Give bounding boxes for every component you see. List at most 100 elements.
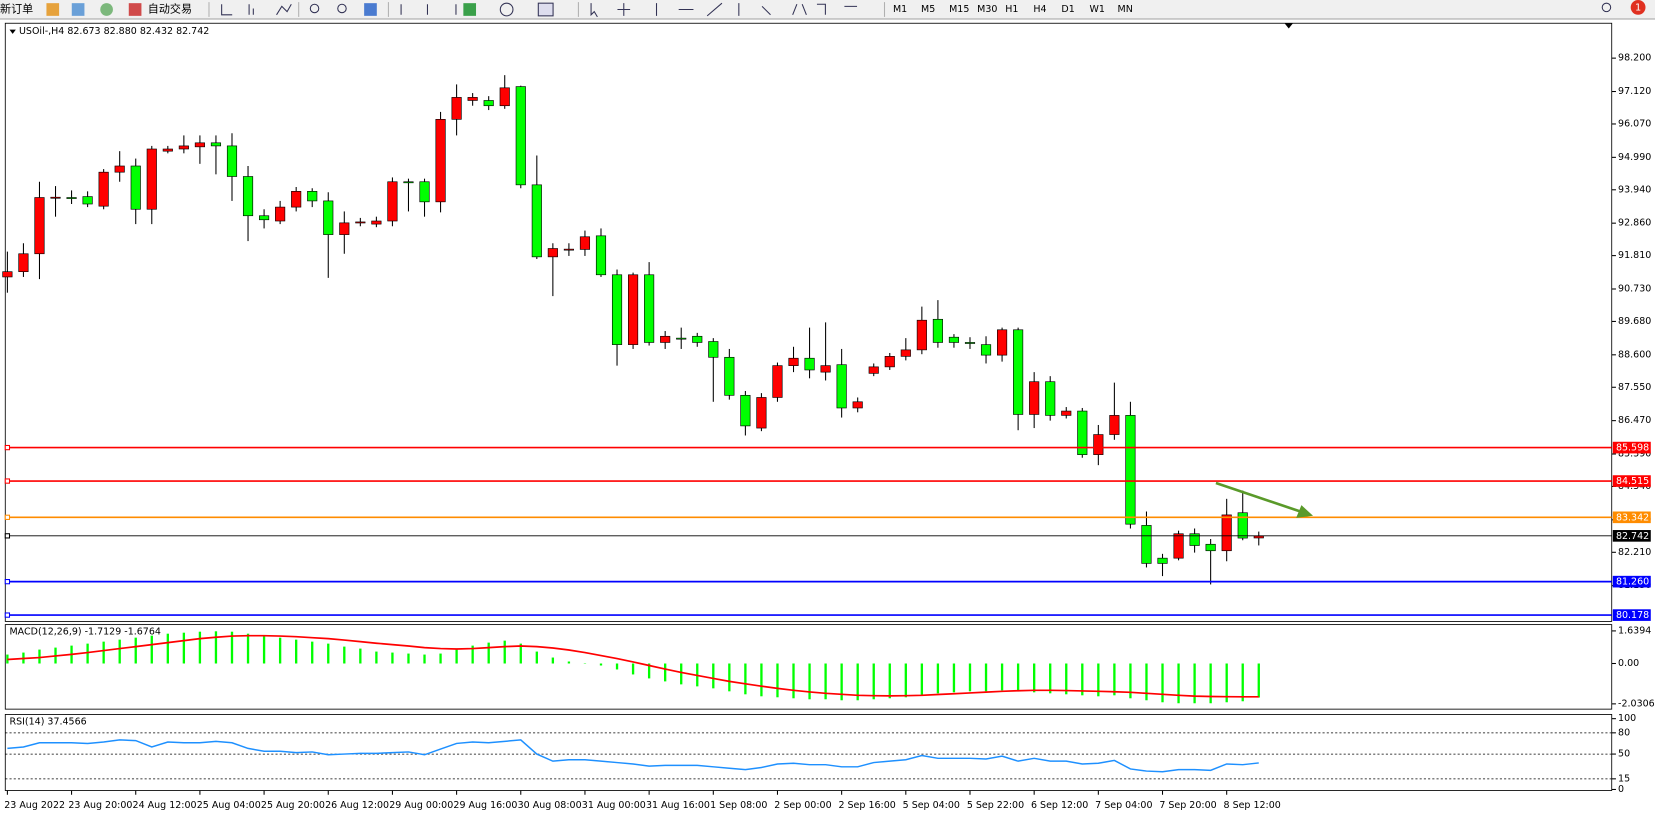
y-tick-label: 1.6394 xyxy=(1618,625,1651,636)
candle-body xyxy=(162,148,173,152)
candle-body xyxy=(259,215,270,221)
y-tick-label: 86.470 xyxy=(1618,415,1651,426)
candle-body xyxy=(483,100,494,107)
timeframe-button[interactable]: M15 xyxy=(949,4,969,15)
candle-body xyxy=(403,181,414,184)
y-tick-label: 88.600 xyxy=(1618,349,1651,360)
candle-body xyxy=(66,197,77,199)
level-handle[interactable] xyxy=(4,478,11,484)
candle-body xyxy=(611,274,623,345)
y-tick-label: 85.390 xyxy=(1618,449,1651,460)
level-label-bg xyxy=(1612,530,1651,542)
y-tick-label: 50 xyxy=(1618,749,1630,760)
timeframe-button[interactable]: H4 xyxy=(1033,4,1046,15)
icon[interactable] xyxy=(499,2,514,17)
x-tick-label: 2 Sep 16:00 xyxy=(838,800,895,811)
toolbar: 1 新订单 自动交易 M1 M5 M15 M30 H1 H4 D1 W1 MN xyxy=(0,0,1655,20)
candle-body xyxy=(50,196,61,199)
level-label: 83.342 xyxy=(1616,512,1649,523)
x-tick-label: 29 Aug 16:00 xyxy=(453,800,517,811)
candle-body xyxy=(852,401,863,409)
candle-body xyxy=(900,349,911,357)
candle-body xyxy=(644,274,655,343)
level-handle[interactable] xyxy=(4,514,11,520)
notification-count: 1 xyxy=(1635,2,1641,13)
y-tick-label: 94.990 xyxy=(1618,152,1651,163)
y-tick-label: 92.860 xyxy=(1618,218,1651,229)
y-tick-label: -2.0306 xyxy=(1618,698,1655,709)
timeframe-button[interactable]: MN xyxy=(1118,4,1133,15)
y-tick-label: 89.680 xyxy=(1618,316,1651,327)
timeframe-button[interactable]: M30 xyxy=(977,4,997,15)
y-tick-label: 15 xyxy=(1618,773,1630,784)
x-tick-label: 25 Aug 20:00 xyxy=(261,800,325,811)
notification-badge[interactable] xyxy=(1630,0,1646,15)
candle-body xyxy=(836,364,847,409)
level-handle[interactable] xyxy=(4,612,11,618)
x-tick-label: 5 Sep 04:00 xyxy=(903,800,960,811)
candle-body xyxy=(114,165,125,173)
rsi-line xyxy=(7,739,1259,773)
x-tick-label: 31 Aug 16:00 xyxy=(646,800,710,811)
icon[interactable] xyxy=(46,3,60,16)
timeframe-button[interactable]: W1 xyxy=(1089,4,1104,15)
level-label: 85.598 xyxy=(1616,443,1649,454)
candle-body xyxy=(708,341,719,358)
icon[interactable] xyxy=(337,3,347,14)
candle-body xyxy=(1125,415,1136,525)
candle-body xyxy=(18,253,29,273)
y-tick-label: 80 xyxy=(1618,727,1630,738)
timeframe-button[interactable]: D1 xyxy=(1061,4,1074,15)
candle-body xyxy=(595,235,607,276)
search-icon[interactable] xyxy=(1601,2,1612,13)
x-tick-label: 5 Sep 22:00 xyxy=(967,800,1024,811)
candle-body xyxy=(740,394,751,427)
icon[interactable] xyxy=(537,2,554,17)
timeframe-button[interactable]: M1 xyxy=(893,4,907,15)
level-handle[interactable] xyxy=(4,444,11,451)
candle-body xyxy=(1093,434,1104,455)
level-handle[interactable] xyxy=(4,579,11,585)
x-tick-label: 23 Aug 2022 xyxy=(4,800,65,811)
candle-body xyxy=(371,220,382,225)
x-tick-label: 29 Aug 00:00 xyxy=(389,800,453,811)
candle-body xyxy=(756,397,767,429)
icon[interactable] xyxy=(364,3,377,16)
icon[interactable] xyxy=(128,3,142,16)
candle-body xyxy=(339,222,350,235)
icon[interactable] xyxy=(463,3,477,16)
timeframe-button[interactable]: H1 xyxy=(1005,4,1018,15)
icon[interactable] xyxy=(590,2,858,18)
candle-body xyxy=(515,86,526,186)
toolbar-button[interactable]: 自动交易 xyxy=(148,2,192,16)
candle-body xyxy=(692,335,703,343)
x-tick-label: 26 Aug 12:00 xyxy=(325,800,389,811)
candle-body xyxy=(531,184,542,258)
toolbar-button[interactable]: 新订单 xyxy=(0,2,33,16)
y-tick-label: 91.810 xyxy=(1618,250,1651,261)
macd-panel xyxy=(4,624,1613,710)
shift-marker[interactable] xyxy=(1284,23,1293,29)
candle-body xyxy=(964,342,976,344)
candle-body xyxy=(1029,381,1040,415)
icon[interactable] xyxy=(71,3,85,16)
icon[interactable] xyxy=(309,3,320,14)
timeframe-button[interactable]: M5 xyxy=(921,4,935,15)
level-handle[interactable] xyxy=(4,533,11,539)
x-tick-label: 25 Aug 04:00 xyxy=(197,800,261,811)
candle-body xyxy=(1109,415,1120,435)
y-tick-label: 98.200 xyxy=(1618,53,1651,64)
arrow-shaft xyxy=(1215,481,1301,513)
icon[interactable] xyxy=(400,4,457,15)
icon[interactable] xyxy=(221,3,292,16)
candle-body xyxy=(1189,533,1200,546)
icon[interactable] xyxy=(100,3,113,16)
candle-body xyxy=(1221,514,1232,552)
candle-body xyxy=(820,365,831,373)
candle-body xyxy=(1205,543,1216,552)
candle-body xyxy=(194,142,205,148)
candle-body xyxy=(34,197,45,255)
candle-body xyxy=(1141,525,1152,564)
symbol-menu[interactable] xyxy=(9,29,16,34)
